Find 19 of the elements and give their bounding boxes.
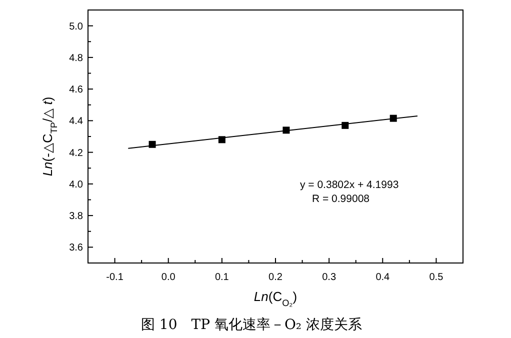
x-tick-label: 0.3 xyxy=(322,272,336,283)
x-tick-label: 0.4 xyxy=(376,272,390,283)
x-tick-label: 0.1 xyxy=(214,272,230,283)
y-tick-label: 4.6 xyxy=(69,84,84,96)
y-tick-label: 5.0 xyxy=(69,21,84,32)
y-tick-label: 4.2 xyxy=(69,148,84,159)
x-tick-label: 0.0 xyxy=(161,272,176,283)
y-tick-label: 4.8 xyxy=(69,52,84,64)
y-tick-label: 4.4 xyxy=(69,116,84,128)
y-tick-label: 4.0 xyxy=(69,179,84,190)
x-tick-label: -0.1 xyxy=(106,272,124,283)
caption: 图 10 TP 氧化速率－O₂ 浓度关系 xyxy=(140,317,362,333)
annotation: R = 0.99008 xyxy=(312,193,370,205)
y-tick-label: 3.8 xyxy=(69,211,84,222)
x-tick-label: 0.5 xyxy=(429,272,444,283)
x-tick-label: 0.2 xyxy=(268,272,283,283)
x-axis-title: Ln(C$_{O₂}$) xyxy=(254,289,298,308)
y-tick-label: 3.6 xyxy=(69,242,84,254)
annotation: y = 0.3802x + 4.1993 xyxy=(300,179,399,191)
